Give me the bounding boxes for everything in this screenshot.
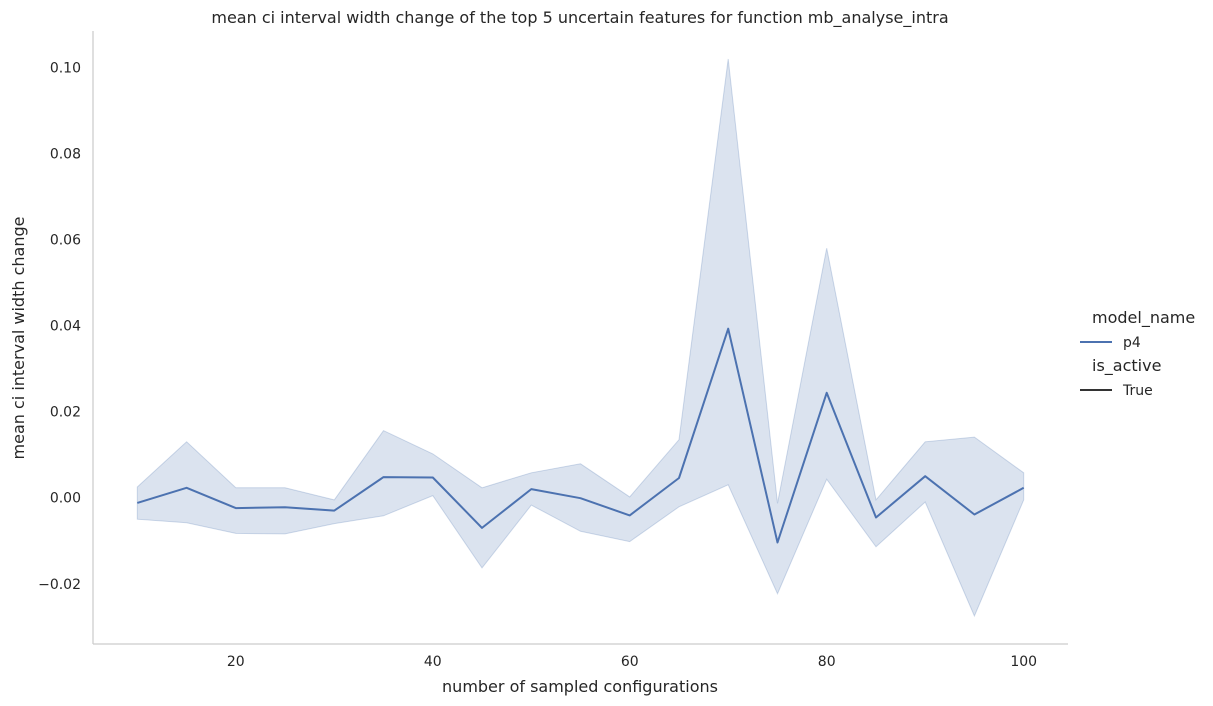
legend-label: p4 xyxy=(1123,335,1141,351)
y-tick-label: 0.00 xyxy=(50,491,81,507)
legend-title-0: model_name xyxy=(1092,308,1195,328)
y-tick-label: 0.02 xyxy=(50,405,81,421)
series-line-layer xyxy=(137,327,1025,544)
x-tick-label: 100 xyxy=(1010,654,1037,670)
y-tick-label: −0.02 xyxy=(38,577,81,593)
y-tick-label: 0.08 xyxy=(50,147,81,163)
y-tick-label: 0.04 xyxy=(50,319,81,335)
legend-label: True xyxy=(1122,383,1153,399)
confidence-band-layer xyxy=(136,58,1025,618)
x-tick-label: 80 xyxy=(818,654,836,670)
legend: model_name p4 is_active True xyxy=(1080,308,1195,399)
chart-title: mean ci interval width change of the top… xyxy=(211,8,948,28)
x-tick-label: 40 xyxy=(424,654,442,670)
x-tick-label: 20 xyxy=(227,654,245,670)
y-axis-label: mean ci interval width change xyxy=(9,217,28,460)
y-tick-label: 0.10 xyxy=(50,61,81,77)
y-tick-labels: −0.02 0.00 0.02 0.04 0.06 0.08 0.10 xyxy=(38,61,81,593)
x-tick-labels: 20 40 60 80 100 xyxy=(227,654,1037,670)
series-line-0 xyxy=(137,327,1025,544)
legend-title-1: is_active xyxy=(1092,356,1161,376)
confidence-band-0 xyxy=(136,58,1025,618)
y-tick-label: 0.06 xyxy=(50,233,81,249)
x-tick-label: 60 xyxy=(621,654,639,670)
x-axis-label: number of sampled configurations xyxy=(442,677,718,696)
